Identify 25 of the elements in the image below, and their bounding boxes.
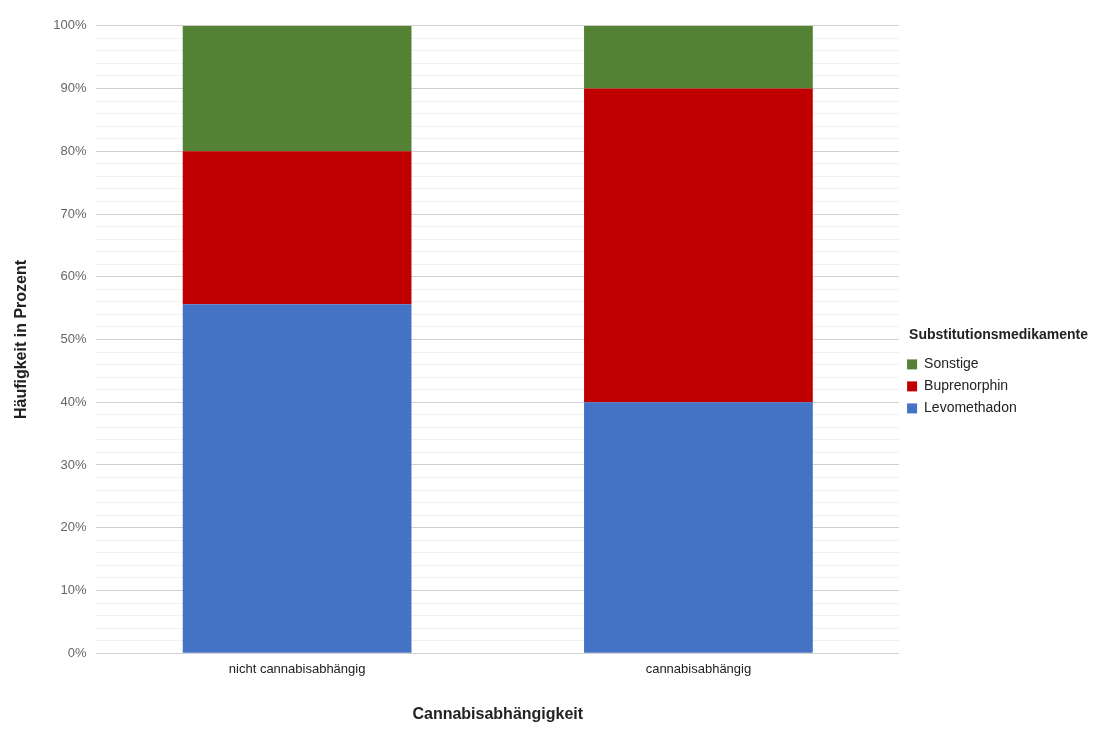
legend-label: Buprenorphin xyxy=(924,377,1009,394)
y-axis-title: Häufigkeit in Prozent xyxy=(12,259,30,420)
y-tick-label: 90% xyxy=(60,80,87,96)
x-tick-label: cannabisabhängig xyxy=(645,660,752,676)
y-tick-label: 30% xyxy=(60,456,87,472)
y-tick-label: 100% xyxy=(53,17,87,33)
bar xyxy=(182,151,412,305)
bar xyxy=(584,25,813,89)
y-tick-label: 60% xyxy=(60,268,87,284)
y-tick-label: 0% xyxy=(67,644,87,660)
x-axis-title: Cannabisabhängigkeit xyxy=(412,704,584,722)
y-tick-label: 50% xyxy=(60,331,87,347)
bar xyxy=(584,88,813,403)
legend-label: Sonstige xyxy=(924,355,979,372)
y-tick-label: 20% xyxy=(60,519,87,535)
legend-label: Levomethadon xyxy=(924,399,1017,416)
y-tick-label: 70% xyxy=(60,205,87,221)
legend-title: Substitutionsmedikamente xyxy=(909,326,1089,343)
bar xyxy=(182,304,412,653)
y-tick-label: 80% xyxy=(60,142,87,158)
bar xyxy=(182,25,412,152)
y-tick-label: 40% xyxy=(60,393,87,409)
bar xyxy=(584,402,813,653)
x-tick-label: nicht cannabisabhängig xyxy=(228,660,366,676)
y-tick-label: 10% xyxy=(60,582,87,598)
